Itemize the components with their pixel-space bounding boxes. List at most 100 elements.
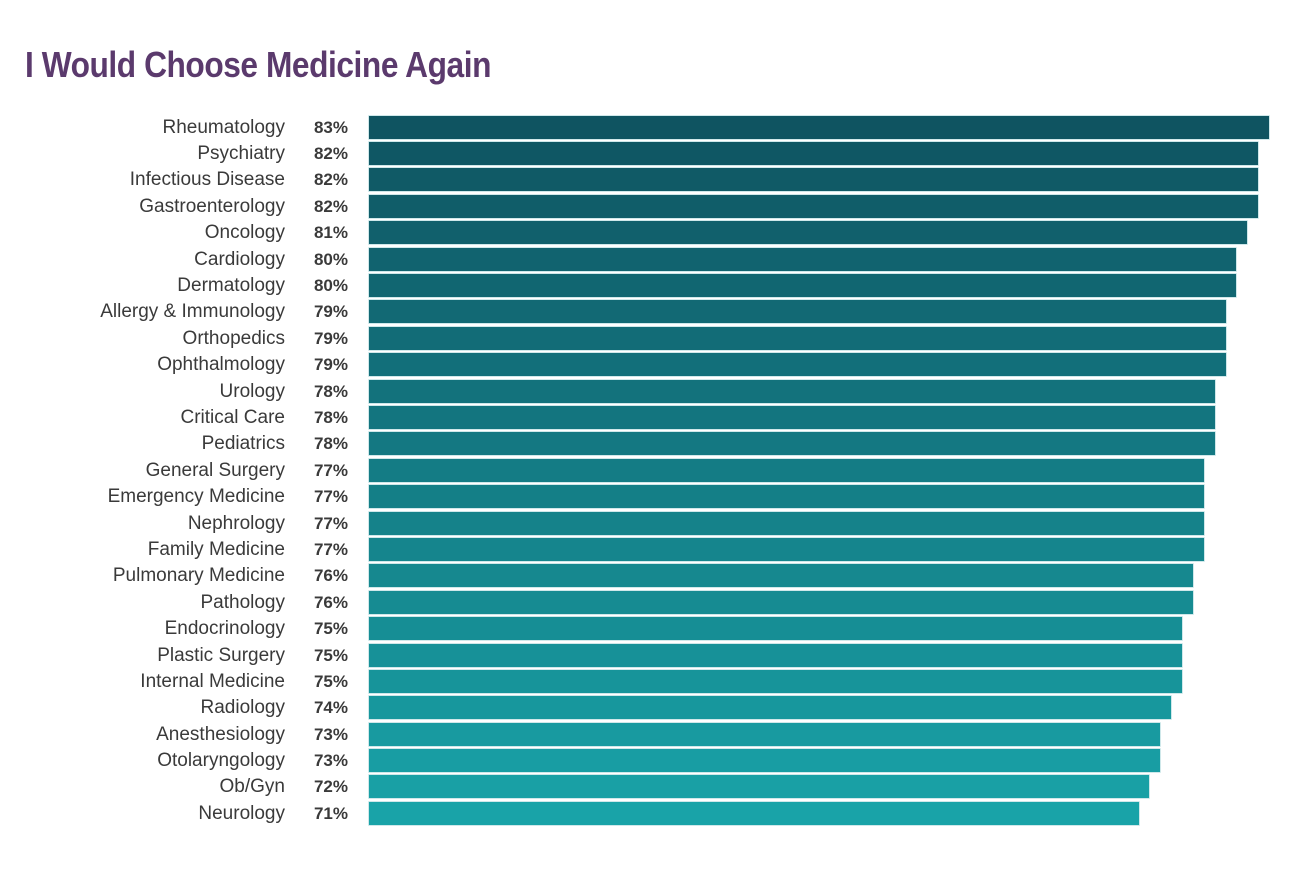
specialty-label: Radiology — [200, 697, 286, 719]
bar-row: Family Medicine 77% — [0, 536, 1290, 562]
bar — [368, 774, 1151, 800]
percent-label: 77% — [313, 539, 348, 559]
bar — [368, 141, 1260, 167]
bar — [368, 563, 1194, 589]
bar — [368, 536, 1205, 562]
bar-row: Pulmonary Medicine 76% — [0, 563, 1290, 589]
bar-row: Rheumatology 83% — [0, 114, 1290, 140]
percent-label: 76% — [313, 592, 348, 612]
bar-row: Ob/Gyn 72% — [0, 774, 1290, 800]
chart-title: I Would Choose Medicine Again — [25, 44, 491, 86]
percent-label: 77% — [313, 460, 348, 480]
specialty-label: Nephrology — [187, 512, 285, 534]
percent-label: 77% — [313, 513, 348, 533]
bar-row: Pathology 76% — [0, 589, 1290, 615]
specialty-label: Otolaryngology — [157, 750, 285, 772]
specialty-label: Plastic Surgery — [157, 644, 285, 666]
specialty-label: Allergy & Immunology — [100, 301, 285, 323]
bar — [368, 325, 1227, 351]
percent-label: 73% — [313, 751, 348, 771]
bar — [368, 800, 1140, 826]
percent-label: 75% — [313, 671, 348, 691]
bar-row: Orthopedics 79% — [0, 325, 1290, 351]
bar — [368, 721, 1162, 747]
bar — [368, 589, 1194, 615]
percent-label: 79% — [313, 302, 348, 322]
bar — [368, 457, 1205, 483]
percent-label: 82% — [313, 196, 348, 216]
specialty-label: Neurology — [198, 802, 285, 824]
bar-row: Neurology 71% — [0, 800, 1290, 826]
percent-label: 76% — [313, 566, 348, 586]
specialty-label: Pediatrics — [201, 433, 285, 455]
specialty-label: Psychiatry — [197, 143, 285, 165]
bar-row: Internal Medicine 75% — [0, 668, 1290, 694]
bar — [368, 114, 1270, 140]
specialty-label: Anesthesiology — [156, 723, 285, 745]
percent-label: 78% — [313, 381, 348, 401]
bar-row: Gastroenterology 82% — [0, 193, 1290, 219]
percent-label: 79% — [313, 328, 348, 348]
bar — [368, 510, 1205, 536]
percent-label: 75% — [313, 619, 348, 639]
bar — [368, 668, 1184, 694]
percent-label: 82% — [313, 170, 348, 190]
bar-row: Ophthalmology 79% — [0, 352, 1290, 378]
bar-row: Infectious Disease 82% — [0, 167, 1290, 193]
bar-row: Anesthesiology 73% — [0, 721, 1290, 747]
bar-row: Urology 78% — [0, 378, 1290, 404]
bar-row: General Surgery 77% — [0, 457, 1290, 483]
bar — [368, 220, 1249, 246]
bar-chart: Rheumatology 83% Psychiatry 82% Infectio… — [0, 114, 1290, 827]
bar-row: Endocrinology 75% — [0, 615, 1290, 642]
percent-label: 83% — [313, 117, 348, 137]
bar-row: Psychiatry 82% — [0, 140, 1290, 167]
specialty-label: Ophthalmology — [157, 354, 285, 376]
bar — [368, 616, 1184, 642]
bar-rows: Rheumatology 83% Psychiatry 82% Infectio… — [0, 114, 1290, 827]
percent-label: 80% — [313, 249, 348, 269]
bar — [368, 246, 1238, 272]
percent-label: 71% — [313, 803, 348, 823]
percent-label: 72% — [313, 777, 348, 797]
percent-label: 77% — [313, 487, 348, 507]
bar-row: Plastic Surgery 75% — [0, 642, 1290, 668]
specialty-label: Internal Medicine — [140, 670, 285, 692]
specialty-label: Critical Care — [180, 406, 285, 428]
bar — [368, 642, 1184, 668]
specialty-label: Emergency Medicine — [107, 486, 285, 508]
percent-label: 79% — [313, 355, 348, 375]
specialty-label: Infectious Disease — [129, 169, 285, 191]
bar-row: Critical Care 78% — [0, 404, 1290, 430]
bar-row: Radiology 74% — [0, 695, 1290, 721]
bar — [368, 299, 1227, 325]
bar — [368, 167, 1260, 193]
specialty-label: Gastroenterology — [139, 195, 285, 217]
specialty-label: Ob/Gyn — [219, 776, 285, 798]
bar — [368, 378, 1216, 404]
bar — [368, 404, 1216, 430]
bar-row: Oncology 81% — [0, 220, 1290, 246]
bar-row: Otolaryngology 73% — [0, 747, 1290, 774]
specialty-label: Orthopedics — [182, 327, 285, 349]
specialty-label: General Surgery — [145, 459, 285, 481]
specialty-label: Rheumatology — [162, 116, 285, 138]
percent-label: 80% — [313, 276, 348, 296]
bar — [368, 695, 1173, 721]
specialty-label: Oncology — [204, 222, 285, 244]
bar-row: Dermatology 80% — [0, 272, 1290, 299]
specialty-label: Cardiology — [194, 248, 285, 270]
bar — [368, 193, 1260, 219]
bar-row: Pediatrics 78% — [0, 431, 1290, 457]
bar-row: Emergency Medicine 77% — [0, 483, 1290, 510]
percent-label: 78% — [313, 407, 348, 427]
bar — [368, 484, 1205, 510]
bar-row: Nephrology 77% — [0, 510, 1290, 536]
bar — [368, 352, 1227, 378]
percent-label: 74% — [313, 698, 348, 718]
bar — [368, 273, 1238, 299]
bar-row: Cardiology 80% — [0, 246, 1290, 272]
percent-label: 82% — [313, 144, 348, 164]
bar — [368, 431, 1216, 457]
bar — [368, 748, 1162, 774]
